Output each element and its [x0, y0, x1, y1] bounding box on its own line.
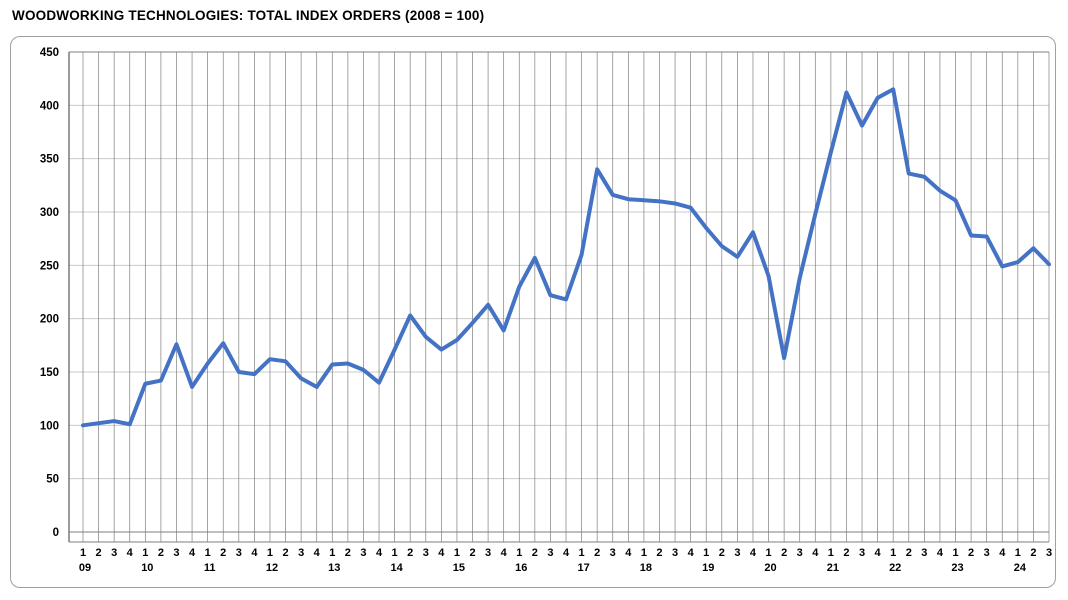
quarter-tick-label: 3 [547, 547, 553, 559]
quarter-tick-label: 3 [859, 547, 865, 559]
year-label: 16 [515, 562, 527, 574]
year-label: 13 [328, 562, 340, 574]
quarter-tick-label: 4 [875, 547, 882, 559]
quarter-tick-label: 4 [376, 547, 383, 559]
year-label: 22 [889, 562, 901, 574]
orders-series-line [81, 87, 1051, 428]
quarter-tick-label: 4 [999, 547, 1006, 559]
quarter-tick-label: 2 [220, 547, 226, 559]
quarter-tick-label: 2 [719, 547, 725, 559]
y-tick-label: 350 [40, 154, 59, 166]
quarter-tick-label: 2 [282, 547, 288, 559]
quarter-tick-label: 3 [672, 547, 678, 559]
y-tick-label: 250 [40, 260, 59, 272]
quarter-tick-label: 1 [579, 547, 585, 559]
quarter-tick-label: 1 [641, 547, 647, 559]
quarter-tick-label: 4 [812, 547, 819, 559]
quarter-tick-label: 3 [173, 547, 179, 559]
quarter-tick-label: 4 [563, 547, 570, 559]
page-title: WOODWORKING TECHNOLOGIES: TOTAL INDEX OR… [12, 8, 485, 23]
quarter-tick-label: 2 [781, 547, 787, 559]
y-tick-label: 450 [40, 47, 59, 59]
quarter-tick-label: 1 [205, 547, 211, 559]
quarter-tick-label: 1 [142, 547, 148, 559]
quarter-tick-label: 1 [267, 547, 273, 559]
quarter-tick-label: 1 [890, 547, 896, 559]
quarter-tick-label: 1 [703, 547, 709, 559]
quarter-tick-label: 3 [984, 547, 990, 559]
quarter-tick-label: 3 [236, 547, 242, 559]
quarter-tick-label: 4 [314, 547, 321, 559]
quarter-tick-label: 4 [438, 547, 445, 559]
year-label: 09 [79, 562, 91, 574]
quarter-tick-label: 3 [797, 547, 803, 559]
quarter-tick-label: 3 [111, 547, 117, 559]
quarter-tick-label: 3 [360, 547, 366, 559]
chart-panel: 0 50 100 150 200 250 300 350 400 450 1 09 2 3 4 1 10 2 3 4 1… [10, 36, 1056, 588]
y-gridlines [69, 51, 1049, 533]
quarter-tick-label: 3 [921, 547, 927, 559]
quarter-tick-label: 4 [189, 547, 196, 559]
y-tick-label: 300 [40, 207, 59, 219]
year-label: 14 [390, 562, 403, 574]
quarter-tick-label: 1 [828, 547, 834, 559]
quarter-tick-label: 1 [765, 547, 771, 559]
quarter-tick-label: 3 [485, 547, 491, 559]
quarter-tick-label: 1 [1015, 547, 1021, 559]
year-label: 20 [764, 562, 776, 574]
quarter-tick-label: 2 [532, 547, 538, 559]
y-tick-label: 50 [46, 474, 59, 486]
year-label: 23 [951, 562, 963, 574]
year-label: 12 [266, 562, 278, 574]
quarter-tick-label: 4 [750, 547, 757, 559]
quarter-tick-label: 4 [127, 547, 134, 559]
quarter-tick-label: 3 [734, 547, 740, 559]
quarter-tick-label: 3 [298, 547, 304, 559]
quarter-tick-label: 2 [407, 547, 413, 559]
y-tick-label: 150 [40, 367, 59, 379]
quarter-tick-label: 4 [251, 547, 258, 559]
quarter-tick-label: 2 [469, 547, 475, 559]
year-label: 24 [1014, 562, 1027, 574]
x-gridlines [82, 52, 1050, 542]
y-tick-label: 100 [40, 420, 59, 432]
year-label: 18 [640, 562, 652, 574]
year-label: 17 [577, 562, 589, 574]
quarter-tick-label: 4 [688, 547, 695, 559]
quarter-tick-label: 4 [501, 547, 508, 559]
quarter-tick-label: 3 [1046, 547, 1052, 559]
quarter-tick-label: 1 [80, 547, 86, 559]
year-label: 10 [141, 562, 153, 574]
quarter-tick-label: 2 [345, 547, 351, 559]
quarter-tick-label: 2 [96, 547, 102, 559]
quarter-tick-label: 2 [968, 547, 974, 559]
y-tick-label: 0 [53, 527, 59, 539]
year-label: 11 [204, 562, 216, 574]
quarter-tick-label: 2 [1030, 547, 1036, 559]
quarter-tick-label: 1 [329, 547, 335, 559]
plot-frame [68, 51, 1049, 543]
quarter-tick-label: 2 [906, 547, 912, 559]
y-axis-labels: 0 50 100 150 200 250 300 350 400 450 [40, 47, 59, 539]
y-tick-label: 200 [40, 314, 59, 326]
quarter-tick-label: 2 [656, 547, 662, 559]
quarter-tick-label: 1 [516, 547, 522, 559]
quarter-tick-label: 2 [843, 547, 849, 559]
quarter-tick-label: 1 [454, 547, 460, 559]
quarter-tick-label: 1 [392, 547, 398, 559]
quarter-tick-label: 4 [625, 547, 632, 559]
quarter-tick-label: 2 [594, 547, 600, 559]
quarter-tick-label: 2 [158, 547, 164, 559]
quarter-tick-label: 1 [952, 547, 958, 559]
year-label: 19 [702, 562, 714, 574]
quarter-tick-label: 4 [937, 547, 944, 559]
quarter-tick-label: 3 [610, 547, 616, 559]
quarter-tick-label: 3 [423, 547, 429, 559]
year-label: 21 [827, 562, 839, 574]
year-label: 15 [453, 562, 465, 574]
y-tick-label: 400 [40, 100, 59, 112]
